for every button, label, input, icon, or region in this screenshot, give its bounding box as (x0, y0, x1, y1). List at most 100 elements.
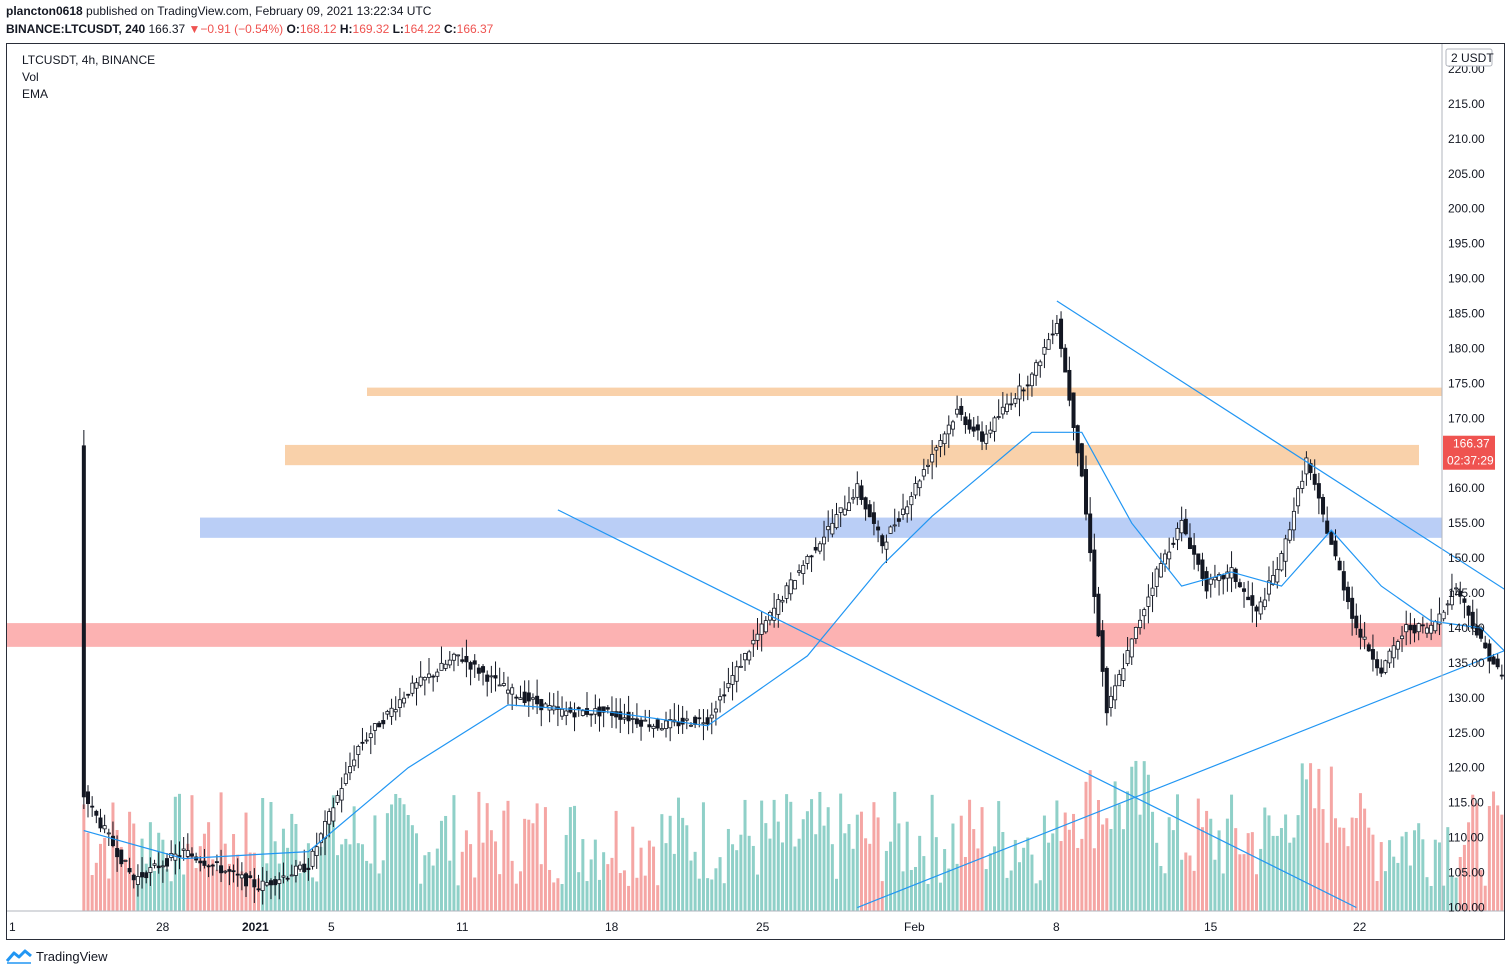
candle (1000, 406, 1005, 415)
candle (905, 506, 910, 515)
chart-frame[interactable]: 100.00 105.00 110.00 115.00 120.00 125.00 130.… (6, 43, 1505, 940)
volume-bar (872, 802, 876, 911)
currency-label: USDT (1461, 51, 1494, 65)
low-value: 164.22 (403, 22, 441, 36)
volume-bar (1047, 842, 1051, 911)
candle (1075, 425, 1080, 454)
volume-bar (123, 858, 127, 911)
candle (356, 746, 361, 755)
trendline-2[interactable] (1056, 300, 1504, 767)
volume-bar (747, 835, 751, 911)
volume-bar (244, 812, 248, 911)
candle (580, 710, 585, 716)
candle (335, 795, 340, 803)
candle (227, 869, 232, 872)
time-tick-label: 1 (9, 920, 16, 934)
volume-bar (1467, 822, 1471, 911)
candle (451, 653, 456, 661)
volume-bar (1275, 835, 1279, 911)
candle (1358, 628, 1363, 638)
trendline-1[interactable] (557, 509, 1357, 909)
footer-brand[interactable]: TradingView (36, 948, 108, 964)
volume-bar (685, 825, 689, 911)
candle (1121, 668, 1126, 681)
published-line: plancton0618 published on TradingView.co… (6, 4, 431, 18)
price-tick-label: 150.00 (1448, 551, 1485, 565)
volume-bar (82, 804, 86, 911)
price-zone-4[interactable] (7, 623, 1442, 647)
ema-line[interactable] (83, 431, 1504, 860)
candle (950, 421, 955, 430)
volume-bar (889, 841, 893, 911)
volume-bar (494, 841, 498, 911)
volume-bar (444, 815, 448, 911)
candle (443, 663, 448, 669)
volume-bar (1313, 808, 1317, 911)
volume-bar (706, 878, 710, 911)
trendline-3[interactable] (857, 492, 1504, 909)
volume-bar (1433, 839, 1437, 911)
volume-bar (1417, 823, 1421, 911)
legend-ema[interactable]: EMA (22, 87, 49, 101)
price-zone-3[interactable] (200, 517, 1442, 538)
volume-bar (1338, 827, 1342, 911)
candle (842, 508, 847, 516)
volume-bar (1263, 807, 1267, 911)
volume-bar (298, 873, 302, 911)
candle (360, 741, 365, 744)
volume-bar (1001, 832, 1005, 911)
candle (780, 599, 785, 603)
currency-box[interactable] (1445, 48, 1493, 67)
time-tick-label: 28 (156, 920, 170, 934)
volume-bar (556, 878, 560, 911)
candle (1071, 392, 1076, 428)
current-price-tag[interactable] (1443, 435, 1495, 470)
candle (339, 788, 344, 801)
candle (788, 579, 793, 595)
candle (585, 708, 590, 715)
candle (231, 870, 236, 873)
candle (1304, 457, 1309, 475)
volume-bar (477, 791, 481, 911)
candle (1088, 513, 1093, 554)
volume-bar (1354, 818, 1358, 911)
candle (1100, 630, 1105, 672)
candle (1341, 571, 1346, 591)
author-name[interactable]: plancton0618 (6, 4, 83, 18)
price-tick-label: 140.00 (1448, 621, 1485, 635)
volume-bar (227, 863, 231, 911)
volume-bar (1175, 794, 1179, 911)
candle (368, 733, 373, 738)
volume-bar (1471, 794, 1475, 911)
candle (1005, 403, 1010, 412)
candle (1474, 625, 1479, 636)
volume-bar (531, 823, 535, 911)
price-chart[interactable]: 100.00 105.00 110.00 115.00 120.00 125.00 130.… (7, 44, 1504, 939)
time-tick-label: 11 (456, 920, 469, 934)
time-tick-label: 25 (756, 920, 770, 934)
price-tick-label: 130.00 (1448, 691, 1485, 705)
volume-bar (664, 843, 668, 911)
price-zone-2[interactable] (285, 444, 1419, 466)
volume-bar (780, 842, 784, 911)
volume-bar (635, 877, 639, 911)
volume-bar (593, 839, 597, 911)
candle (1113, 685, 1118, 701)
candle (256, 888, 261, 891)
candle (223, 870, 228, 873)
volume-bar (539, 864, 543, 911)
legend-symbol[interactable]: LTCUSDT, 4h, BINANCE (22, 53, 156, 67)
volume-bar (581, 839, 585, 911)
volume-bar (1475, 802, 1479, 911)
candle (323, 821, 328, 839)
price-zone-1[interactable] (367, 387, 1442, 396)
volume-bar (1408, 865, 1412, 911)
candle (921, 469, 926, 477)
candle (127, 868, 132, 873)
legend-vol[interactable]: Vol (22, 70, 39, 84)
candle (1146, 596, 1151, 607)
candle (751, 639, 756, 645)
volume-bar (951, 823, 955, 911)
candle (268, 880, 273, 886)
volume-bar (1180, 859, 1184, 911)
